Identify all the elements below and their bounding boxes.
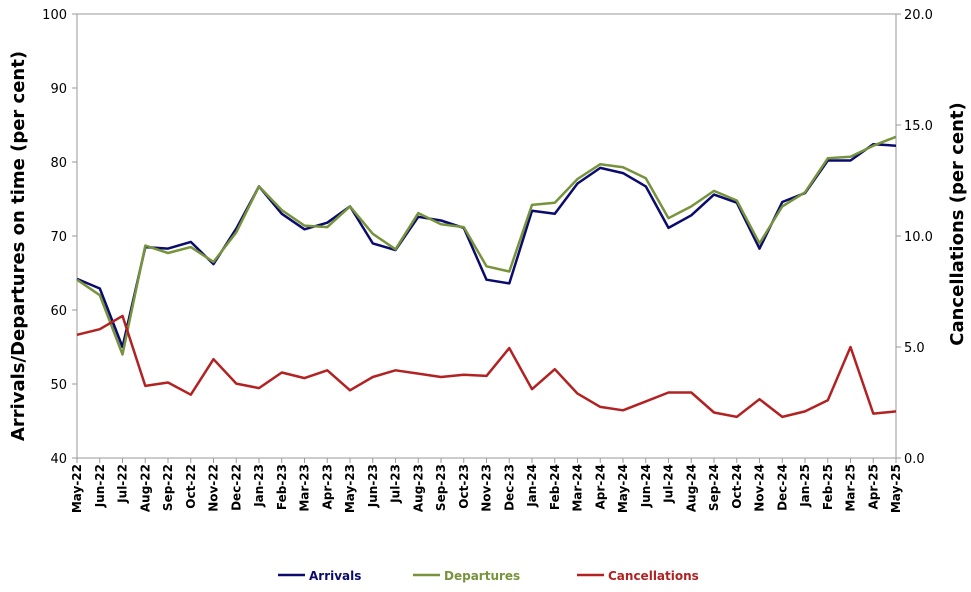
y-axis-left-title: Arrivals/Departures on time (per cent) bbox=[8, 51, 29, 441]
series-lines bbox=[76, 135, 897, 419]
x-tick-label: Feb-23 bbox=[275, 464, 289, 510]
legend-label-departures: Departures bbox=[444, 569, 520, 583]
x-tick-label: Mar-25 bbox=[844, 464, 858, 512]
x-tick-label: Jul-22 bbox=[116, 464, 130, 504]
x-axis-ticks: May-22 Jun-22 Jul-22 Aug-22 Sep-22 Oct-22 Nov-… bbox=[70, 458, 903, 513]
y-right-tick-label: 0.0 bbox=[904, 452, 925, 467]
y-right-tick-label: 15.0 bbox=[904, 119, 933, 134]
x-tick-label: Aug-22 bbox=[138, 464, 152, 512]
y-left-tick-label: 100 bbox=[42, 8, 67, 23]
x-tick-label: Jul-24 bbox=[662, 464, 676, 504]
y-right-tick-label: 10.0 bbox=[904, 230, 933, 245]
x-tick-label: Jan-23 bbox=[252, 464, 266, 508]
x-tick-label: Oct-24 bbox=[730, 464, 744, 509]
series-line-arrivals bbox=[76, 142, 897, 349]
x-tick-label: Feb-25 bbox=[821, 464, 835, 510]
y-left-tick-label: 50 bbox=[50, 378, 67, 393]
y-axis-right-ticks: 0.0 5.0 10.0 15.0 20.0 bbox=[896, 8, 933, 467]
y-left-tick-label: 90 bbox=[50, 82, 67, 97]
x-tick-label: May-23 bbox=[343, 464, 357, 513]
x-tick-label: Apr-23 bbox=[320, 464, 334, 509]
x-tick-label: May-24 bbox=[616, 464, 630, 513]
legend-label-cancellations: Cancellations bbox=[608, 569, 699, 583]
x-tick-label: Sep-22 bbox=[161, 464, 175, 511]
x-tick-label: Sep-24 bbox=[707, 464, 721, 511]
x-tick-label: Aug-23 bbox=[411, 464, 425, 512]
x-tick-label: Jun-23 bbox=[366, 464, 380, 508]
x-tick-label: May-22 bbox=[70, 464, 84, 513]
x-tick-label: Nov-22 bbox=[207, 464, 221, 512]
x-tick-label: Dec-22 bbox=[229, 464, 243, 511]
x-tick-label: Jun-22 bbox=[93, 464, 107, 508]
x-tick-label: Nov-24 bbox=[753, 464, 767, 512]
y-axis-left-ticks: 40 50 60 70 80 90 100 bbox=[42, 8, 77, 467]
x-tick-label: Mar-24 bbox=[571, 464, 585, 512]
x-tick-label: Apr-25 bbox=[866, 464, 880, 509]
y-axis-right-title: Cancellations (per cent) bbox=[947, 102, 968, 345]
y-left-tick-label: 40 bbox=[50, 452, 67, 467]
axes bbox=[76, 14, 897, 459]
x-tick-label: Jul-23 bbox=[389, 464, 403, 504]
y-right-tick-label: 5.0 bbox=[904, 341, 925, 356]
y-left-tick-label: 60 bbox=[50, 304, 67, 319]
x-tick-label: May-25 bbox=[889, 464, 903, 513]
x-tick-label: Dec-23 bbox=[502, 464, 516, 511]
x-tick-label: Jun-24 bbox=[639, 464, 653, 508]
y-left-tick-label: 70 bbox=[50, 230, 67, 245]
x-tick-label: Sep-23 bbox=[434, 464, 448, 511]
x-tick-label: Jan-24 bbox=[525, 464, 539, 508]
x-tick-label: Apr-24 bbox=[593, 464, 607, 509]
x-tick-label: Oct-23 bbox=[457, 464, 471, 509]
x-tick-label: Mar-23 bbox=[298, 464, 312, 512]
y-left-tick-label: 80 bbox=[50, 156, 67, 171]
series-line-departures bbox=[76, 135, 897, 356]
x-tick-label: Nov-23 bbox=[480, 464, 494, 512]
x-tick-label: Dec-24 bbox=[775, 464, 789, 511]
legend: Arrivals Departures Cancellations bbox=[278, 569, 699, 583]
x-tick-label: Oct-22 bbox=[184, 464, 198, 509]
series-line-cancellations bbox=[76, 314, 897, 419]
y-right-tick-label: 20.0 bbox=[904, 8, 933, 23]
x-tick-label: Jan-25 bbox=[798, 464, 812, 508]
x-tick-label: Aug-24 bbox=[684, 464, 698, 512]
legend-label-arrivals: Arrivals bbox=[309, 569, 361, 583]
x-tick-label: Feb-24 bbox=[548, 464, 562, 510]
